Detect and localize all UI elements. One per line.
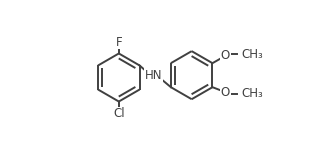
Text: O: O [221, 49, 230, 62]
Text: CH₃: CH₃ [241, 87, 263, 100]
Text: F: F [115, 36, 122, 49]
Text: HN: HN [145, 69, 162, 82]
Text: O: O [221, 86, 230, 99]
Text: Cl: Cl [113, 107, 125, 120]
Text: CH₃: CH₃ [241, 48, 263, 60]
